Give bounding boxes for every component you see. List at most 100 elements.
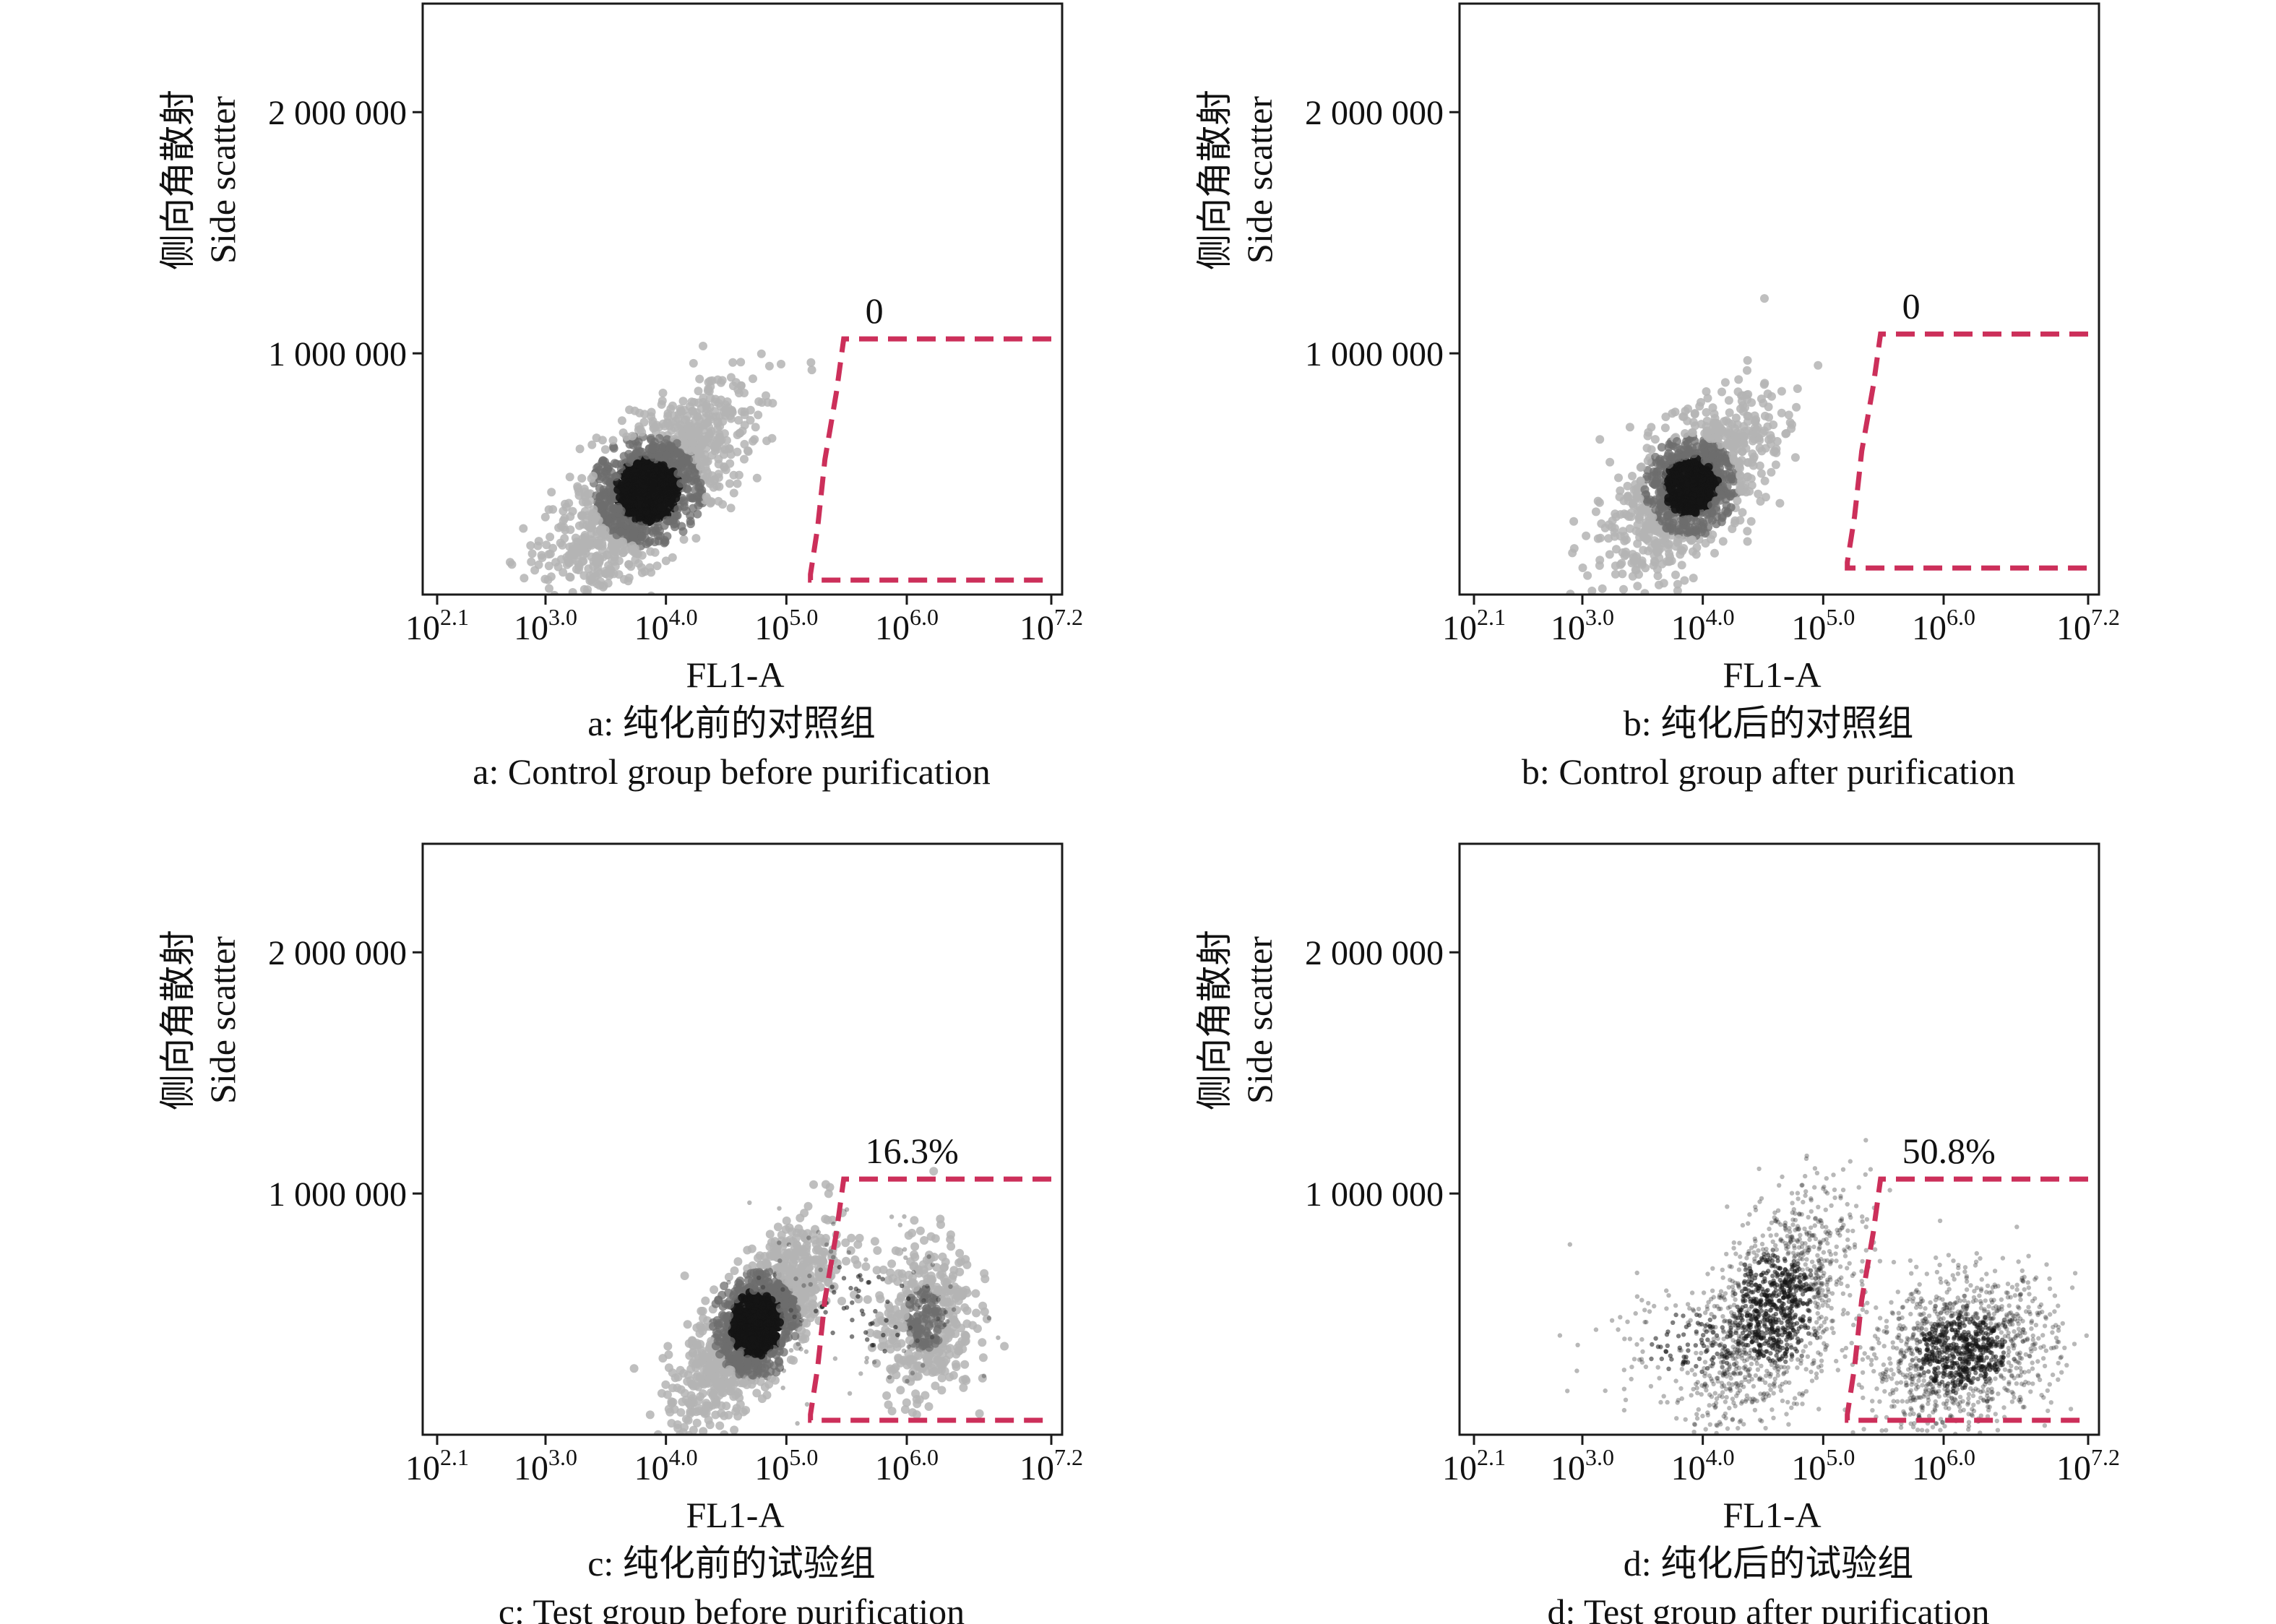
scatter-point: [1817, 1286, 1822, 1291]
scatter-point: [1703, 394, 1712, 403]
scatter-point: [926, 1254, 931, 1259]
scatter-point: [947, 1285, 956, 1295]
scatter-point: [850, 1318, 855, 1323]
scatter-point: [712, 1398, 721, 1407]
scatter-point: [1809, 1275, 1814, 1281]
scatter-point: [1628, 571, 1637, 581]
scatter-point: [1653, 565, 1662, 574]
scatter-point: [680, 502, 689, 511]
scatter-point: [919, 1318, 928, 1327]
scatter-point: [736, 1280, 745, 1290]
scatter-point: [1662, 523, 1671, 532]
scatter-point: [1736, 470, 1745, 480]
scatter-point: [1809, 1369, 1814, 1375]
scatter-point: [645, 563, 655, 572]
scatter-point: [712, 481, 721, 491]
scatter-point: [1764, 435, 1773, 444]
scatter-point: [1803, 1241, 1808, 1246]
scatter-point: [1757, 1199, 1762, 1204]
scatter-point: [847, 1233, 856, 1243]
gate-percentage-label: 0: [866, 290, 884, 331]
scatter-point: [629, 441, 638, 450]
scatter-point: [625, 515, 634, 524]
scatter-point: [598, 490, 608, 499]
scatter-point: [603, 461, 612, 470]
scatter-point: [942, 1278, 952, 1287]
scatter-points: [1566, 294, 1823, 595]
scatter-point: [592, 433, 601, 443]
scatter-point: [1700, 1413, 1705, 1419]
scatter-point: [683, 475, 692, 484]
scatter-point: [986, 1316, 992, 1321]
scatter-point: [601, 476, 611, 485]
scatter-point: [668, 401, 677, 410]
scatter-point: [658, 462, 667, 472]
scatter-point: [1774, 1353, 1779, 1358]
scatter-point: [752, 1388, 762, 1398]
scatter-point: [676, 479, 686, 488]
scatter-point: [930, 1253, 939, 1261]
scatter-point: [902, 1214, 907, 1219]
scatter-point: [957, 1291, 967, 1300]
scatter-point: [931, 1381, 940, 1391]
scatter-point: [684, 467, 692, 476]
scatter-point: [658, 419, 668, 428]
scatter-point: [1650, 480, 1660, 490]
scatter-point: [1795, 1224, 1801, 1229]
scatter-point: [855, 1294, 861, 1299]
scatter-point: [1783, 1380, 1788, 1385]
scatter-point: [1749, 1399, 1754, 1405]
scatter-point: [734, 415, 743, 425]
scatter-point: [1795, 1258, 1800, 1264]
scatter-point: [775, 1318, 784, 1327]
scatter-point: [731, 378, 741, 387]
scatter-point: [909, 1296, 918, 1305]
scatter-point: [921, 1338, 929, 1347]
scatter-point: [1673, 538, 1683, 548]
scatter-point: [688, 1359, 697, 1368]
scatter-point: [733, 1340, 743, 1349]
y-tick-label: 1 000 000: [268, 335, 407, 373]
scatter-point: [1784, 410, 1793, 420]
scatter-point: [622, 468, 631, 478]
scatter-point: [1657, 443, 1666, 452]
scatter-point: [1696, 1407, 1701, 1412]
scatter-point: [1732, 439, 1741, 448]
scatter-point: [653, 1430, 663, 1435]
scatter-point: [762, 1259, 771, 1269]
scatter-point: [1759, 1196, 1764, 1201]
scatter-point: [1695, 497, 1704, 506]
scatter-point: [1791, 1401, 1797, 1407]
scatter-point: [1676, 1398, 1681, 1403]
scatter-point: [694, 492, 703, 501]
scatter-point: [1743, 355, 1752, 365]
scatter-point: [575, 545, 585, 554]
scatter-point: [797, 1229, 806, 1238]
scatter-point: [1829, 1326, 1835, 1331]
scatter-point: [811, 1245, 821, 1255]
scatter-point: [930, 1262, 936, 1267]
scatter-point: [828, 1249, 834, 1254]
scatter-point: [741, 1339, 749, 1348]
caption-en: c: Test group before purification: [499, 1591, 965, 1624]
scatter-point: [1773, 1219, 1779, 1224]
scatter-point: [780, 1386, 785, 1391]
scatter-point: [1647, 445, 1656, 454]
scatter-point: [789, 1277, 798, 1287]
scatter-point: [714, 473, 723, 482]
scatter-point: [743, 1297, 753, 1306]
scatter-point: [1643, 431, 1652, 441]
x-tick-label: 104.0: [1671, 604, 1735, 647]
scatter-point: [1738, 1351, 1743, 1356]
scatter-point: [680, 1271, 689, 1280]
scatter-point: [706, 1360, 715, 1369]
scatter-point: [741, 1308, 750, 1318]
scatter-point: [679, 535, 689, 544]
scatter-point: [1816, 1204, 1821, 1210]
scatter-point: [1659, 579, 1668, 588]
scatter-point: [921, 1298, 926, 1303]
scatter-point: [1687, 428, 1697, 437]
scatter-point: [710, 1285, 719, 1295]
scatter-point: [959, 1383, 968, 1392]
scatter-point: [1807, 1245, 1812, 1250]
